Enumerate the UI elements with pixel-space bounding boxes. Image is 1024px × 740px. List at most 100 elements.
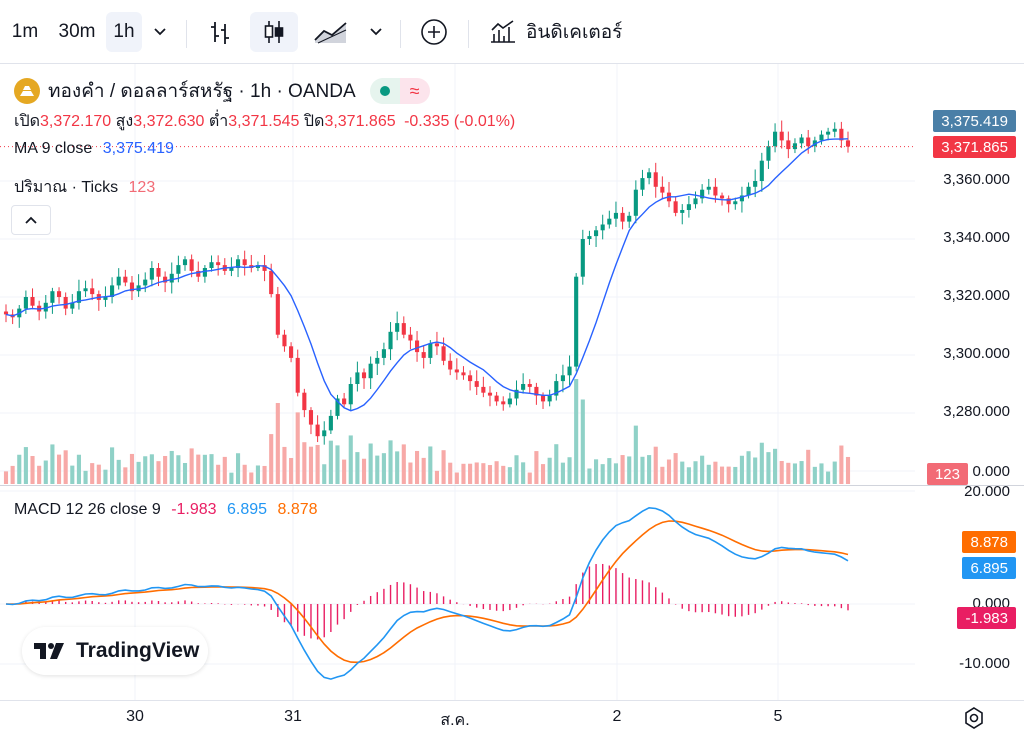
volume-bar xyxy=(640,456,645,484)
candle-body xyxy=(786,140,791,150)
time-axis-label: 5 xyxy=(773,708,783,725)
volume-bar xyxy=(289,457,294,484)
candle-body xyxy=(50,291,55,303)
candle-body xyxy=(308,410,314,425)
candle-body xyxy=(719,195,725,199)
volume-bar xyxy=(222,456,227,484)
candle-body xyxy=(434,343,440,347)
area-chart-type-button[interactable] xyxy=(308,12,354,52)
candle-body xyxy=(289,346,294,358)
open-value: 3,372.170 xyxy=(40,113,112,130)
candle-body xyxy=(700,189,705,199)
candle-body xyxy=(773,131,778,147)
volume-bar xyxy=(832,461,837,484)
candle-body xyxy=(414,340,420,353)
volume-bar xyxy=(700,455,705,484)
market-status-pill[interactable]: ≈ xyxy=(369,78,430,104)
volume-bar xyxy=(448,462,453,484)
bar-chart-type-button[interactable] xyxy=(200,12,240,52)
candle-body xyxy=(275,294,280,335)
chevron-up-icon xyxy=(25,216,37,224)
candle-body xyxy=(90,288,95,295)
candle-body xyxy=(627,215,632,222)
candle-body xyxy=(746,186,751,196)
candle-body xyxy=(733,201,738,205)
candle-body xyxy=(706,186,711,190)
volume-bar xyxy=(826,471,831,484)
macd-legend[interactable]: MACD 12 26 close 9 -1.983 6.895 8.878 xyxy=(14,501,318,519)
close-price-tag: 3,371.865 xyxy=(933,136,1016,158)
volume-bar xyxy=(719,466,725,484)
candle-body xyxy=(686,204,691,210)
volume-bar xyxy=(627,456,632,484)
candle-body xyxy=(633,189,638,216)
volume-bar xyxy=(726,466,731,484)
change-value: -0.335 (-0.01%) xyxy=(404,113,516,130)
candle-body xyxy=(600,224,605,231)
candles-icon xyxy=(264,21,284,43)
volume-bar xyxy=(587,468,592,484)
volume-bar xyxy=(70,465,75,484)
volume-bar xyxy=(454,472,459,484)
interval-1m-button[interactable]: 1m xyxy=(11,21,39,42)
toolbar-separator xyxy=(468,20,469,48)
pane-divider[interactable] xyxy=(0,485,1024,486)
candle-body xyxy=(779,131,784,141)
macd-line-value: 6.895 xyxy=(227,501,268,518)
volume-bar xyxy=(713,461,718,484)
toolbar: 1m 30m 1h xyxy=(0,0,1024,64)
macd-hist-value: -1.983 xyxy=(171,501,217,518)
candle-body xyxy=(680,210,685,213)
interval-dropdown-button[interactable] xyxy=(146,12,174,52)
volume-bar xyxy=(136,461,141,484)
tradingview-logo[interactable]: TradingView xyxy=(22,627,208,675)
candle-body xyxy=(428,343,433,358)
settings-gear-icon[interactable] xyxy=(962,706,986,730)
candle-body xyxy=(839,128,844,141)
candle-body xyxy=(70,302,75,309)
volume-bar xyxy=(3,471,9,484)
candle-body xyxy=(361,372,367,379)
candle-body xyxy=(110,285,115,297)
volume-bar xyxy=(514,455,519,484)
volume-bar xyxy=(308,446,314,484)
high-value: 3,372.630 xyxy=(133,113,205,130)
candle-body xyxy=(182,259,188,266)
volume-bar xyxy=(342,459,347,484)
compare-add-button[interactable] xyxy=(414,12,454,52)
collapse-legend-button[interactable] xyxy=(11,205,51,235)
candle-body xyxy=(315,424,320,437)
ma-label: MA 9 close xyxy=(14,140,93,157)
volume-bar xyxy=(481,463,486,484)
volume-bar xyxy=(686,467,691,484)
candle-body xyxy=(640,178,645,190)
interval-30m-button[interactable]: 30m xyxy=(58,21,96,42)
volume-bar xyxy=(620,455,625,484)
candle-body xyxy=(388,331,393,350)
candle-body xyxy=(30,297,35,306)
volume-bar xyxy=(540,464,546,484)
chart-type-dropdown-button[interactable] xyxy=(362,12,390,52)
volume-label: ปริมาณ · Ticks xyxy=(14,179,119,196)
indicators-button[interactable]: อินดิเคเตอร์ xyxy=(482,12,634,52)
candle-chart-type-button[interactable] xyxy=(250,12,298,52)
volume-bar xyxy=(375,455,380,484)
volume-legend[interactable]: ปริมาณ · Ticks 123 xyxy=(14,175,155,200)
price-axis-label: 3,340.000 xyxy=(943,229,1010,246)
ma-legend[interactable]: MA 9 close 3,375.419 xyxy=(14,140,174,158)
candle-body xyxy=(169,273,174,283)
symbol-header[interactable]: ทองคำ / ดอลลาร์สหรัฐ · 1h · OANDA ≈ xyxy=(14,76,430,106)
volume-bar xyxy=(129,453,135,484)
candle-body xyxy=(421,352,426,358)
volume-bar xyxy=(163,455,168,484)
candle-body xyxy=(574,276,579,367)
volume-bar xyxy=(633,425,638,484)
candle-body xyxy=(647,172,652,179)
volume-bar xyxy=(786,462,791,484)
volume-bar xyxy=(368,443,373,484)
interval-1h-button[interactable]: 1h xyxy=(106,12,142,52)
volume-bar xyxy=(43,460,48,484)
low-label: ต่ำ xyxy=(208,113,229,130)
candle-body xyxy=(282,334,287,347)
